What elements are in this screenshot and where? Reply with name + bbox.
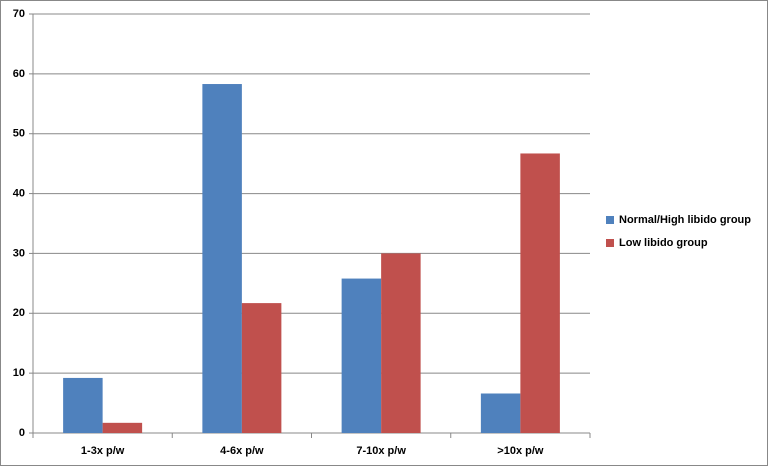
legend-label: Normal/High libido group xyxy=(619,214,751,226)
x-tick-label: >10x p/w xyxy=(497,445,544,457)
bar xyxy=(480,393,521,433)
y-tick-label: 10 xyxy=(13,367,25,379)
bar xyxy=(202,84,242,433)
y-tick-label: 20 xyxy=(13,307,25,319)
bar xyxy=(520,153,560,433)
bar xyxy=(63,377,103,433)
y-tick-label: 40 xyxy=(13,187,25,199)
y-tick-label: 70 xyxy=(13,8,25,20)
legend-swatch xyxy=(606,239,614,247)
bar xyxy=(102,422,143,433)
y-tick-label: 30 xyxy=(13,247,25,259)
x-tick-label: 1-3x p/w xyxy=(81,445,125,457)
bar xyxy=(341,278,382,433)
y-tick-label: 60 xyxy=(13,68,25,80)
bar xyxy=(381,253,421,433)
legend-label: Low libido group xyxy=(619,237,708,249)
x-tick-label: 7-10x p/w xyxy=(356,445,406,457)
bar xyxy=(241,303,282,433)
y-tick-label: 0 xyxy=(19,427,25,439)
y-tick-label: 50 xyxy=(13,128,25,140)
x-tick-label: 4-6x p/w xyxy=(220,445,264,457)
legend-swatch xyxy=(606,216,614,224)
